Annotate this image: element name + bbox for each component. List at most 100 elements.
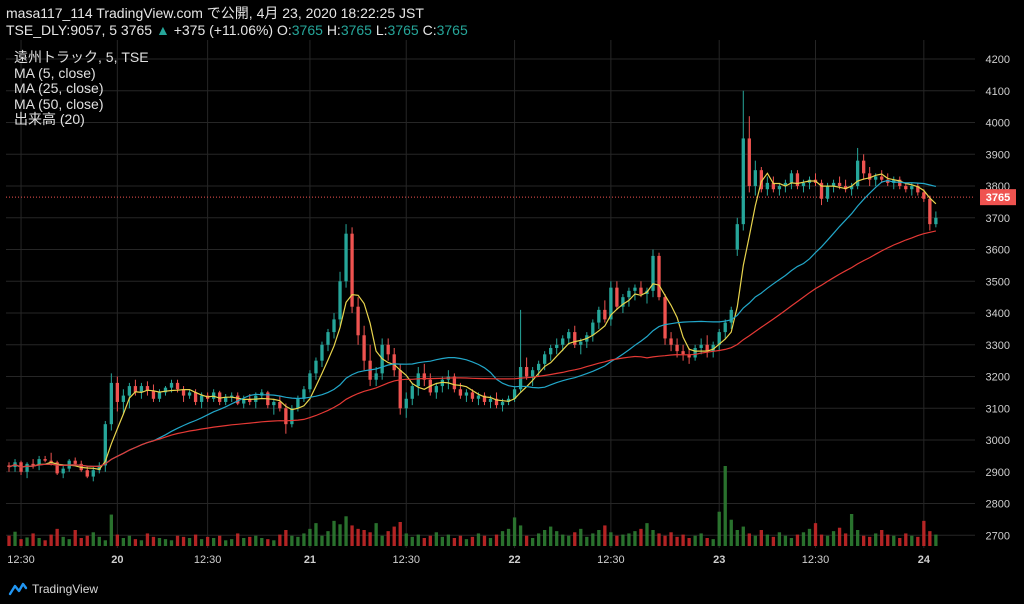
candle-body — [109, 382, 113, 425]
candle-body — [693, 347, 697, 358]
y-tick-label: 2800 — [986, 499, 1010, 511]
candle-body — [61, 468, 65, 474]
candle-body — [91, 470, 95, 477]
volume-bar — [380, 535, 384, 546]
volume-bar — [747, 533, 751, 546]
volume-bar — [163, 539, 168, 546]
volume-bar — [699, 533, 703, 546]
volume-bar — [524, 535, 529, 546]
legend-ma5[interactable]: MA (5, close) — [14, 64, 96, 81]
volume-bar — [230, 539, 234, 546]
ma5-line — [8, 172, 937, 470]
volume-bar — [898, 538, 902, 546]
candle-body — [350, 233, 354, 307]
volume-bar — [886, 534, 890, 546]
candle-body — [561, 338, 565, 345]
volume-bar — [585, 536, 589, 546]
volume-bar — [338, 524, 342, 546]
volume-bar — [410, 536, 414, 546]
candle-body — [302, 389, 306, 399]
volume-bar — [609, 532, 613, 546]
candle-body — [31, 463, 35, 466]
candle-body — [862, 160, 866, 174]
change-triangle-icon: ▲ — [155, 22, 170, 38]
candle-body — [476, 395, 481, 399]
volume-bar — [922, 520, 926, 546]
volume-bar — [7, 535, 11, 546]
symbol-text: TSE_DLY:9057, 5 3765 — [6, 22, 153, 38]
candle-body — [278, 401, 282, 409]
volume-bar — [476, 533, 481, 546]
candle-body — [260, 392, 264, 396]
candle-body — [157, 392, 162, 399]
candle-body — [25, 463, 29, 472]
volume-bar — [681, 534, 685, 546]
legend-symbol[interactable]: 遠州トラック, 5, TSE — [14, 49, 149, 65]
candle-body — [898, 179, 902, 187]
candle-body — [169, 382, 174, 388]
candle-body — [55, 462, 59, 474]
volume-bar — [735, 530, 739, 546]
volume-bar — [97, 536, 101, 546]
volume-bar — [831, 531, 836, 546]
volume-bar — [549, 526, 553, 546]
candle-body — [855, 160, 860, 187]
candle-body — [831, 182, 836, 187]
volume-bar — [693, 535, 697, 546]
candle-body — [464, 392, 469, 396]
price-axis[interactable]: 4200410040003900380037003600350034003300… — [980, 54, 1016, 542]
legend-volume[interactable]: 出来高 (20) — [14, 111, 85, 127]
volume-bar — [290, 535, 294, 546]
legend-ma50[interactable]: MA (50, close) — [14, 95, 104, 112]
time-axis[interactable]: 12:30 20 12:30 21 12:30 22 12:30 23 12:30 24 — [7, 554, 931, 566]
volume-bar — [753, 535, 757, 546]
candle-body — [669, 338, 673, 345]
volume-bar — [193, 534, 198, 546]
volume-bar — [139, 540, 144, 546]
volume-bar — [500, 531, 505, 546]
candle-body — [825, 186, 830, 199]
volume-bar — [79, 538, 83, 546]
legend-ma25[interactable]: MA (25, close) — [14, 80, 104, 96]
candle-body — [530, 370, 535, 377]
volume-bar — [61, 536, 65, 546]
open-label: O: — [276, 22, 292, 38]
volume-bar — [506, 528, 511, 546]
volume-bar — [248, 536, 252, 546]
candle-body — [886, 179, 890, 183]
volume-bar — [224, 540, 228, 546]
candle-body — [193, 392, 198, 402]
volume-bar — [567, 535, 571, 546]
volume-bar — [765, 534, 770, 546]
volume-bar — [302, 533, 306, 546]
volume-bar — [266, 539, 270, 546]
volume-bar — [344, 516, 348, 546]
volume-bar — [633, 531, 637, 546]
volume-bar — [813, 523, 818, 546]
candle-body — [524, 367, 529, 377]
volume-bar — [675, 536, 679, 546]
volume-bar — [771, 536, 776, 546]
volume-bar — [205, 536, 210, 546]
tradingview-logo[interactable]: TradingView — [8, 582, 98, 596]
candle-body — [904, 186, 908, 190]
candle-body — [579, 341, 583, 345]
volume-bar — [260, 538, 264, 546]
volume-bar — [458, 535, 463, 546]
candle-body — [224, 397, 228, 402]
candle-body — [218, 392, 222, 402]
candle-body — [711, 344, 715, 352]
volume-bar — [530, 538, 535, 546]
candle-body — [470, 392, 475, 399]
candle-body — [843, 186, 848, 190]
volume-bar — [627, 533, 631, 546]
volume-bar — [434, 532, 438, 546]
volume-bar — [218, 535, 222, 546]
volume-bar — [711, 539, 715, 546]
candle-body — [404, 398, 408, 409]
x-tick-label: 22 — [508, 554, 520, 566]
volume-bar — [326, 531, 330, 546]
volume-bar — [729, 519, 733, 546]
candle-body — [85, 470, 89, 477]
